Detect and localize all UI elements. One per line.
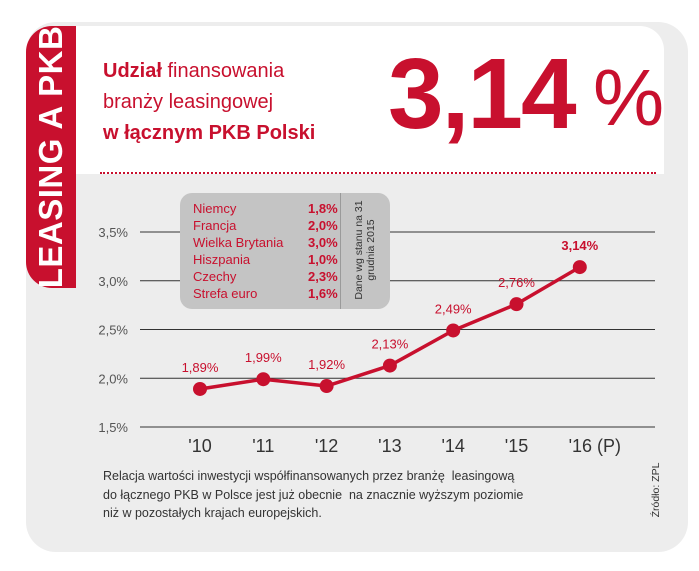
headline-line1-rest: finansowania [161,60,285,82]
comparison-row: Wielka Brytania 3,0% [193,235,343,251]
comparison-row: Strefa euro 1,6% [193,286,343,302]
data-label: 2,76% [498,275,535,290]
data-label: 2,13% [371,337,408,352]
y-tick-label: 2,0% [98,371,128,386]
comparison-row: Francja 2,0% [193,218,343,234]
comparison-row: Czechy 2,3% [193,269,343,285]
x-tick-label: '13 [378,436,401,456]
footnote-line3: niż w pozostałych krajach europejskich. [103,506,322,520]
data-point [319,379,334,394]
y-tick-label: 2,5% [98,323,128,338]
data-label: 2,49% [435,301,472,316]
data-point [446,323,461,338]
headline: Udział finansowania branży leasingowej w… [103,56,315,149]
comparison-country: Francja [193,218,237,233]
comparison-note: Dane wg stanu na 31 grudnia 2015 [353,200,377,300]
dotted-divider [100,172,656,174]
comparison-value: 3,0% [308,235,338,250]
y-tick-label: 3,5% [98,225,128,240]
x-tick-label: '12 [315,436,338,456]
footnote: Relacja wartości inwestycji współfinanso… [103,467,593,523]
comparison-value: 2,3% [308,269,338,284]
y-tick-label: 3,0% [98,274,128,289]
data-label: 3,14% [561,238,598,253]
x-tick-label: '10 [188,436,211,456]
footnote-line1: Relacja wartości inwestycji współfinanso… [103,469,515,483]
y-tick-label: 1,5% [98,420,128,435]
comparison-box [180,193,390,309]
comparison-row: Niemcy 1,8% [193,201,343,217]
data-point [256,372,271,387]
headline-line3: w łącznym PKB Polski [103,122,316,144]
data-point [382,358,397,373]
data-label: 1,89% [182,360,219,375]
source-note: Źródło: ZPL [650,462,662,518]
comparison-row: Hiszpania 1,0% [193,252,343,268]
data-label: 1,99% [245,350,282,365]
comparison-value: 1,6% [308,286,338,301]
x-tick-label: '14 [441,436,464,456]
comparison-value: 2,0% [308,218,338,233]
big-value-unit: % [593,53,665,142]
footnote-line2: do łącznego PKB w Polsce jest już obecni… [103,487,524,502]
data-label: 1,92% [308,357,345,372]
side-tab [26,26,76,288]
comparison-divider [340,193,341,309]
comparison-country: Niemcy [193,201,237,216]
comparison-country: Czechy [193,269,237,284]
x-tick-label: '16 (P) [569,436,621,456]
comparison-country: Wielka Brytania [193,235,284,250]
headline-bold: Udział [103,60,162,82]
headline-line2: branży leasingowej [103,91,274,113]
x-tick-label: '15 [505,436,528,456]
data-point [509,297,524,312]
big-value: 3,14 [388,38,577,150]
header-panel [76,26,664,174]
comparison-value: 1,8% [308,201,338,216]
data-point [193,381,207,396]
x-tick-label: '11 [252,436,274,456]
data-point [572,260,587,275]
comparison-value: 1,0% [308,252,338,267]
comparison-country: Strefa euro [193,286,258,301]
comparison-country: Hiszpania [193,252,251,267]
